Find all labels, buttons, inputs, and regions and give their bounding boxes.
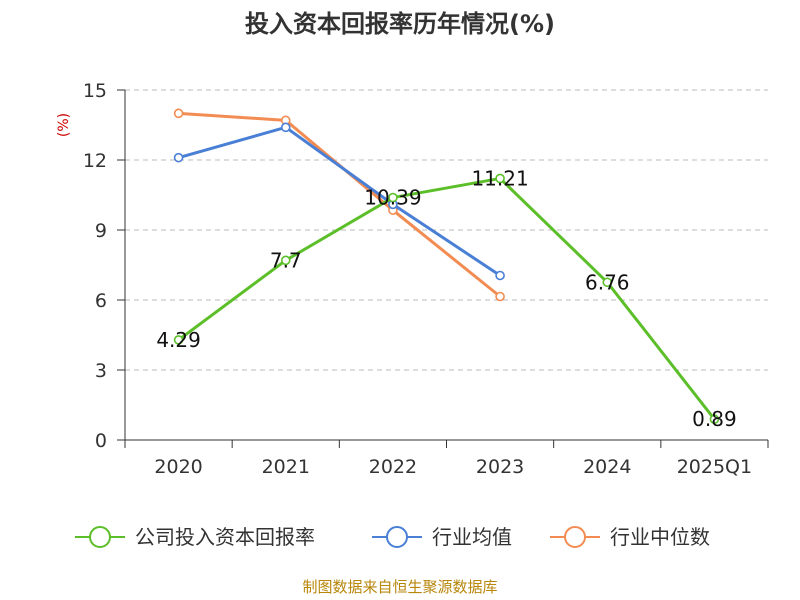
data-label: 4.29 (156, 328, 201, 352)
data-label-layer: 4.29 7.7 10.39 11.21 6.76 0.89 (156, 166, 736, 431)
source-note: 制图数据来自恒生聚源数据库 (302, 578, 497, 596)
data-label: 7.7 (270, 248, 302, 272)
legend-label: 公司投入资本回报率 (135, 525, 315, 549)
data-point (173, 108, 184, 119)
y-tick-label: 9 (95, 220, 107, 242)
data-point (495, 291, 505, 302)
legend-item[interactable]: 公司投入资本回报率 (75, 525, 315, 549)
data-label: 11.21 (471, 166, 528, 190)
data-point (709, 414, 720, 425)
legend-marker (89, 526, 111, 548)
legend-label: 行业中位数 (610, 525, 710, 549)
legend: 公司投入资本回报率 行业均值 行业中位数 (75, 525, 710, 549)
data-label: 0.89 (692, 407, 737, 431)
series-line (178, 125, 501, 277)
data-point (173, 335, 184, 345)
data-point (280, 122, 291, 133)
grid-layer (125, 89, 768, 371)
data-point (495, 173, 505, 184)
data-label: 6.76 (585, 270, 630, 294)
x-tick-label: 2023 (476, 456, 524, 478)
legend-item[interactable]: 行业均值 (372, 525, 512, 549)
legend-marker (386, 526, 408, 548)
y-tick-label: 6 (95, 290, 107, 312)
legend-item[interactable]: 行业中位数 (550, 525, 710, 549)
y-tick-label: 15 (83, 80, 107, 102)
y-tick-label: 0 (95, 430, 107, 452)
x-tick-label: 2022 (369, 456, 417, 478)
y-tick-label: 3 (95, 360, 107, 382)
y-tick-label: 12 (83, 150, 107, 172)
series-layer (173, 108, 720, 425)
y-axis-label: (%) (56, 113, 72, 137)
axis-layer: 0 3 6 9 12 15 2020 2021 2022 2023 2024 2025Q1 (83, 80, 769, 478)
data-point (495, 270, 505, 281)
data-label: 10.39 (364, 186, 421, 210)
data-point (173, 152, 184, 163)
series-line (177, 176, 716, 421)
data-point (388, 192, 398, 203)
data-point (280, 255, 291, 266)
chart-title: 投入资本回报率历年情况(%) (245, 10, 555, 38)
data-point (602, 277, 613, 288)
x-tick-label: 2021 (262, 456, 310, 478)
legend-label: 行业均值 (432, 525, 512, 549)
x-tick-label: 2025Q1 (677, 456, 752, 478)
x-tick-label: 2020 (154, 456, 202, 478)
x-tick-label: 2024 (583, 456, 631, 478)
series-line (178, 111, 502, 298)
legend-marker (564, 526, 586, 548)
